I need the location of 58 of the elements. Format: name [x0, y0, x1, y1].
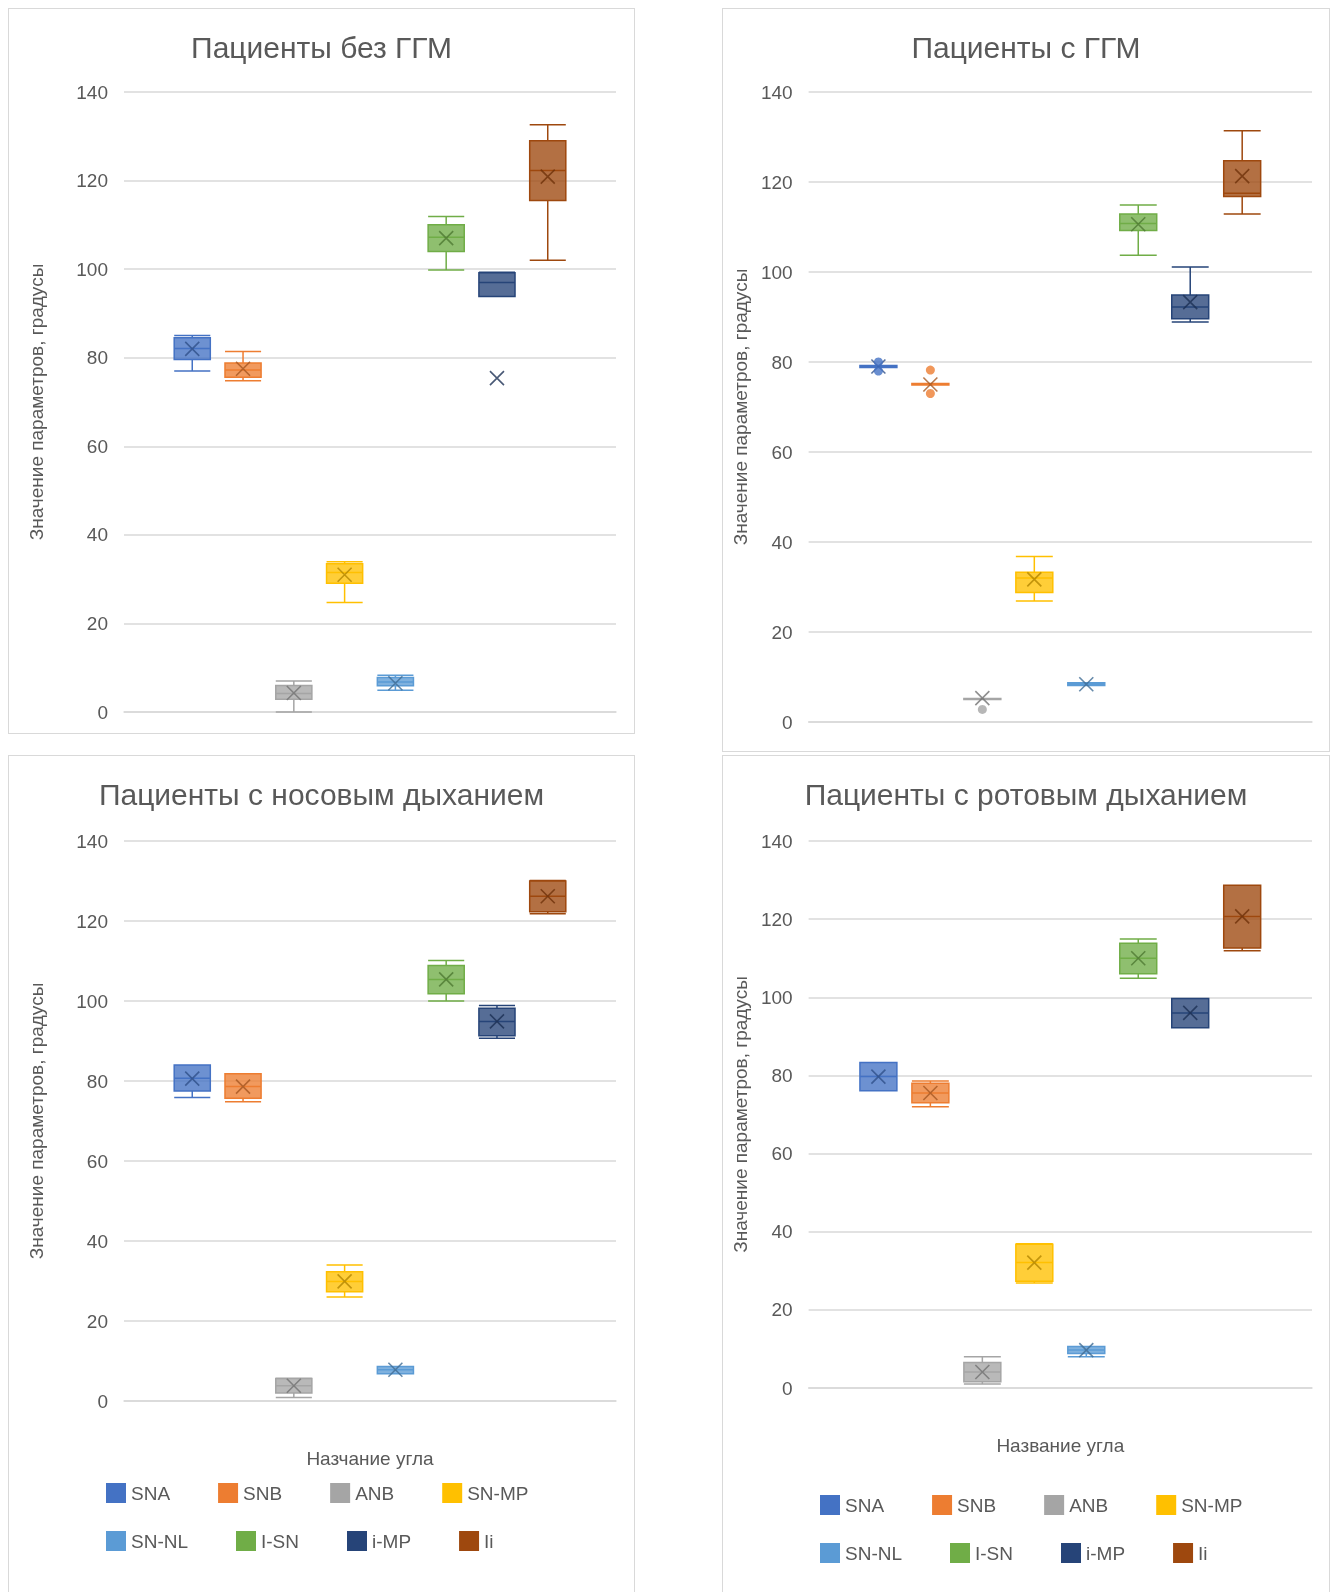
y-tick-label: 80 — [86, 347, 108, 369]
x-axis-title: Название угла — [996, 1435, 1125, 1456]
y-axis-title: Значение параметров, градусы — [730, 268, 751, 546]
y-tick-label: 60 — [771, 441, 793, 463]
y-axis-title: Значение параметров, градусы — [26, 263, 47, 541]
legend-label: i-MP — [372, 1530, 412, 1552]
legend-label: SN-NL — [131, 1530, 189, 1552]
x-axis-title: Назчание угла — [306, 1448, 435, 1469]
y-tick-label: 20 — [86, 1310, 108, 1332]
legend-label: Ii — [1198, 1542, 1208, 1564]
chart-title: Пациенты с ГГМ — [911, 30, 1141, 64]
y-tick-label: 60 — [771, 1143, 793, 1165]
legend-label: SN-MP — [467, 1482, 529, 1504]
y-tick-label: 80 — [86, 1070, 108, 1092]
legend-label: ANB — [355, 1482, 395, 1504]
y-tick-label: 40 — [771, 531, 793, 553]
y-tick-label: 20 — [771, 1299, 793, 1321]
y-tick-label: 140 — [76, 81, 108, 103]
legend-label: Ii — [484, 1530, 494, 1552]
y-tick-label: 0 — [782, 1377, 793, 1399]
y-tick-label: 140 — [760, 81, 793, 103]
y-tick-label: 0 — [97, 701, 108, 723]
y-tick-label: 100 — [760, 261, 793, 283]
legend-label: SNA — [845, 1494, 885, 1516]
y-tick-label: 40 — [771, 1221, 793, 1243]
legend-label: SN-MP — [1181, 1494, 1243, 1516]
y-tick-label: 100 — [76, 258, 108, 280]
y-tick-label: 100 — [76, 990, 108, 1012]
legend-label: i-MP — [1086, 1542, 1126, 1564]
chart-title: Пациенты с носовым дыханием — [98, 777, 545, 811]
y-tick-label: 140 — [760, 830, 793, 852]
y-tick-label: 40 — [86, 1230, 108, 1252]
y-tick-label: 80 — [771, 1064, 793, 1086]
y-tick-label: 0 — [97, 1390, 108, 1412]
y-tick-label: 120 — [760, 908, 793, 930]
y-axis-title: Значение параметров, градусы — [730, 976, 751, 1253]
legend-label: SN-NL — [845, 1542, 903, 1564]
legend-label: SNA — [131, 1482, 171, 1504]
y-tick-label: 40 — [86, 524, 108, 546]
chart-title: Пациенты с ротовым дыханием — [804, 777, 1248, 811]
chart-title: Пациенты без ГГМ — [191, 30, 452, 64]
legend-label: I-SN — [261, 1530, 300, 1552]
y-tick-label: 100 — [760, 986, 793, 1008]
y-axis-title: Значение параметров, градусы — [26, 982, 47, 1260]
y-tick-label: 140 — [76, 830, 108, 852]
y-tick-label: 80 — [771, 351, 793, 373]
legend-label: ANB — [1069, 1494, 1109, 1516]
y-tick-label: 120 — [760, 171, 793, 193]
y-tick-label: 60 — [86, 1150, 108, 1172]
legend-label: SNB — [957, 1494, 997, 1516]
legend-label: I-SN — [975, 1542, 1014, 1564]
y-tick-label: 20 — [86, 612, 108, 634]
y-tick-label: 0 — [782, 711, 793, 733]
y-tick-label: 120 — [76, 170, 108, 192]
y-tick-label: 120 — [76, 910, 108, 932]
legend-label: SNB — [243, 1482, 283, 1504]
y-tick-label: 60 — [86, 435, 108, 457]
y-tick-label: 20 — [771, 621, 793, 643]
